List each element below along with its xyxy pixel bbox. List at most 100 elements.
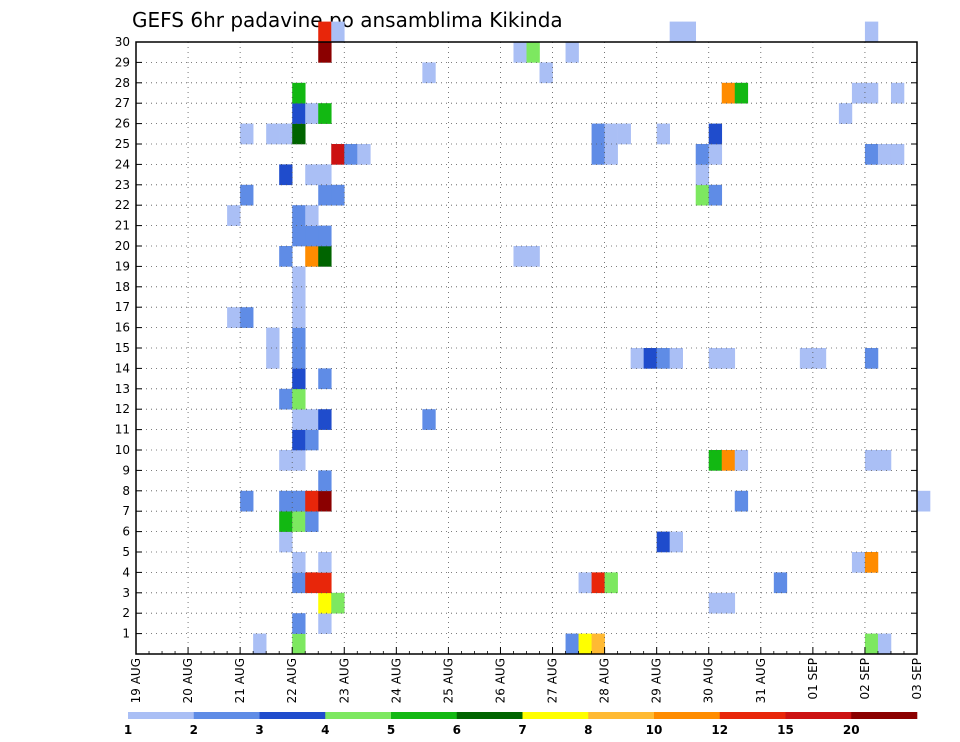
heatmap-cell <box>539 62 553 84</box>
heatmap-cell <box>292 348 306 369</box>
heatmap-cell <box>292 82 306 104</box>
colorbar-swatch <box>325 712 392 719</box>
x-tick-label: 29 AUG <box>650 658 664 703</box>
heatmap-cell <box>292 490 306 512</box>
heatmap-cell <box>305 429 319 451</box>
heatmap-cell <box>227 307 241 328</box>
heatmap-cell <box>357 144 371 165</box>
colorbar-swatch <box>456 712 523 719</box>
heatmap-cell <box>656 531 670 553</box>
y-tick-label: 13 <box>115 382 130 396</box>
heatmap-cell <box>279 511 293 532</box>
colorbar-label: 15 <box>777 723 794 737</box>
x-tick-label: 01 SEP <box>806 658 820 700</box>
heatmap-cell <box>305 511 319 532</box>
heatmap-cell <box>734 82 749 104</box>
y-tick-label: 3 <box>122 586 130 600</box>
heatmap-cell <box>864 144 879 165</box>
colorbar-label: 6 <box>453 723 461 737</box>
y-tick-label: 16 <box>115 321 130 335</box>
heatmap-cell <box>630 348 644 369</box>
heatmap-cell <box>604 123 618 145</box>
heatmap-cell <box>578 633 592 655</box>
colorbar-swatch <box>391 712 458 719</box>
heatmap-cell <box>708 592 723 614</box>
heatmap-cell <box>695 184 710 206</box>
colorbar-label: 20 <box>843 723 860 737</box>
heatmap-cell <box>292 327 306 349</box>
colorbar-swatch <box>654 712 721 719</box>
heatmap-cell <box>578 572 592 594</box>
y-tick-label: 6 <box>122 525 130 539</box>
colorbar-label: 5 <box>387 723 395 737</box>
heatmap-cell <box>890 144 905 165</box>
heatmap-cell <box>318 164 332 186</box>
heatmap-cell <box>799 348 814 369</box>
heatmap-cell <box>565 42 579 63</box>
heatmap-cell <box>305 246 319 267</box>
heatmap-cell <box>305 225 319 247</box>
x-tick-label: 03 SEP <box>910 658 924 700</box>
y-tick-label: 30 <box>115 35 130 49</box>
heatmap-cell <box>292 388 306 410</box>
heatmap-cell <box>292 511 306 532</box>
y-tick-label: 12 <box>115 402 130 416</box>
heatmap-cell <box>734 450 749 471</box>
heatmap-cell <box>812 348 827 369</box>
heatmap-cell <box>292 572 306 594</box>
y-tick-label: 24 <box>115 157 130 171</box>
heatmap-cell <box>318 42 332 63</box>
heatmap-cell <box>292 409 306 430</box>
heatmap-cell <box>253 633 267 655</box>
heatmap-cell <box>422 409 436 430</box>
heatmap-cell <box>669 21 683 43</box>
y-tick-label: 27 <box>115 96 130 110</box>
heatmap-cell <box>318 613 332 634</box>
heatmap-cell <box>266 327 280 349</box>
heatmap-cell <box>864 450 879 471</box>
y-tick-label: 15 <box>115 341 130 355</box>
heatmap-cell <box>917 490 931 512</box>
heatmap-cell <box>292 613 306 634</box>
x-tick-label: 31 AUG <box>754 658 768 703</box>
y-tick-label: 4 <box>122 565 130 579</box>
heatmap-cell <box>318 103 332 124</box>
x-tick-label: 27 AUG <box>546 658 560 703</box>
y-tick-label: 26 <box>115 117 130 131</box>
heatmap-cell <box>318 592 332 614</box>
heatmap-cell <box>851 82 866 104</box>
heatmap-cell <box>292 450 306 471</box>
heatmap-cell <box>292 633 306 655</box>
y-tick-label: 28 <box>115 76 130 90</box>
heatmap-cell <box>838 103 853 124</box>
colorbar-swatch <box>851 712 918 719</box>
heatmap-cell <box>877 450 892 471</box>
heatmap-cell <box>279 164 293 186</box>
heatmap-cell <box>669 531 683 553</box>
heatmap-cell <box>227 205 241 226</box>
colorbar-label: 8 <box>584 723 592 737</box>
colorbar-swatch <box>522 712 589 719</box>
x-axis: 19 AUG 20 AUG 21 AUG 22 AUG 23 AUG 24 AUG 25 A… <box>129 647 924 703</box>
heatmap-cell <box>240 307 254 328</box>
heatmap-cell <box>617 123 631 145</box>
colorbar-swatch <box>193 712 260 719</box>
y-tick-label: 11 <box>115 423 130 437</box>
heatmap-cell <box>422 62 436 84</box>
y-tick-label: 19 <box>115 259 130 273</box>
y-tick-label: 14 <box>115 361 130 375</box>
colorbar-swatch <box>588 712 655 719</box>
heatmap-cell <box>266 348 280 369</box>
heatmap-cell <box>591 633 605 655</box>
y-tick-label: 9 <box>122 463 130 477</box>
x-tick-label: 30 AUG <box>702 658 716 703</box>
heatmap-cell <box>279 123 293 145</box>
heatmap-cell <box>318 246 332 267</box>
heatmap-cell <box>279 388 293 410</box>
heatmap-cell <box>292 307 306 328</box>
heatmap-cell <box>305 103 319 124</box>
heatmap-cell <box>279 246 293 267</box>
x-tick-label: 24 AUG <box>389 658 403 703</box>
heatmap-cell <box>279 450 293 471</box>
